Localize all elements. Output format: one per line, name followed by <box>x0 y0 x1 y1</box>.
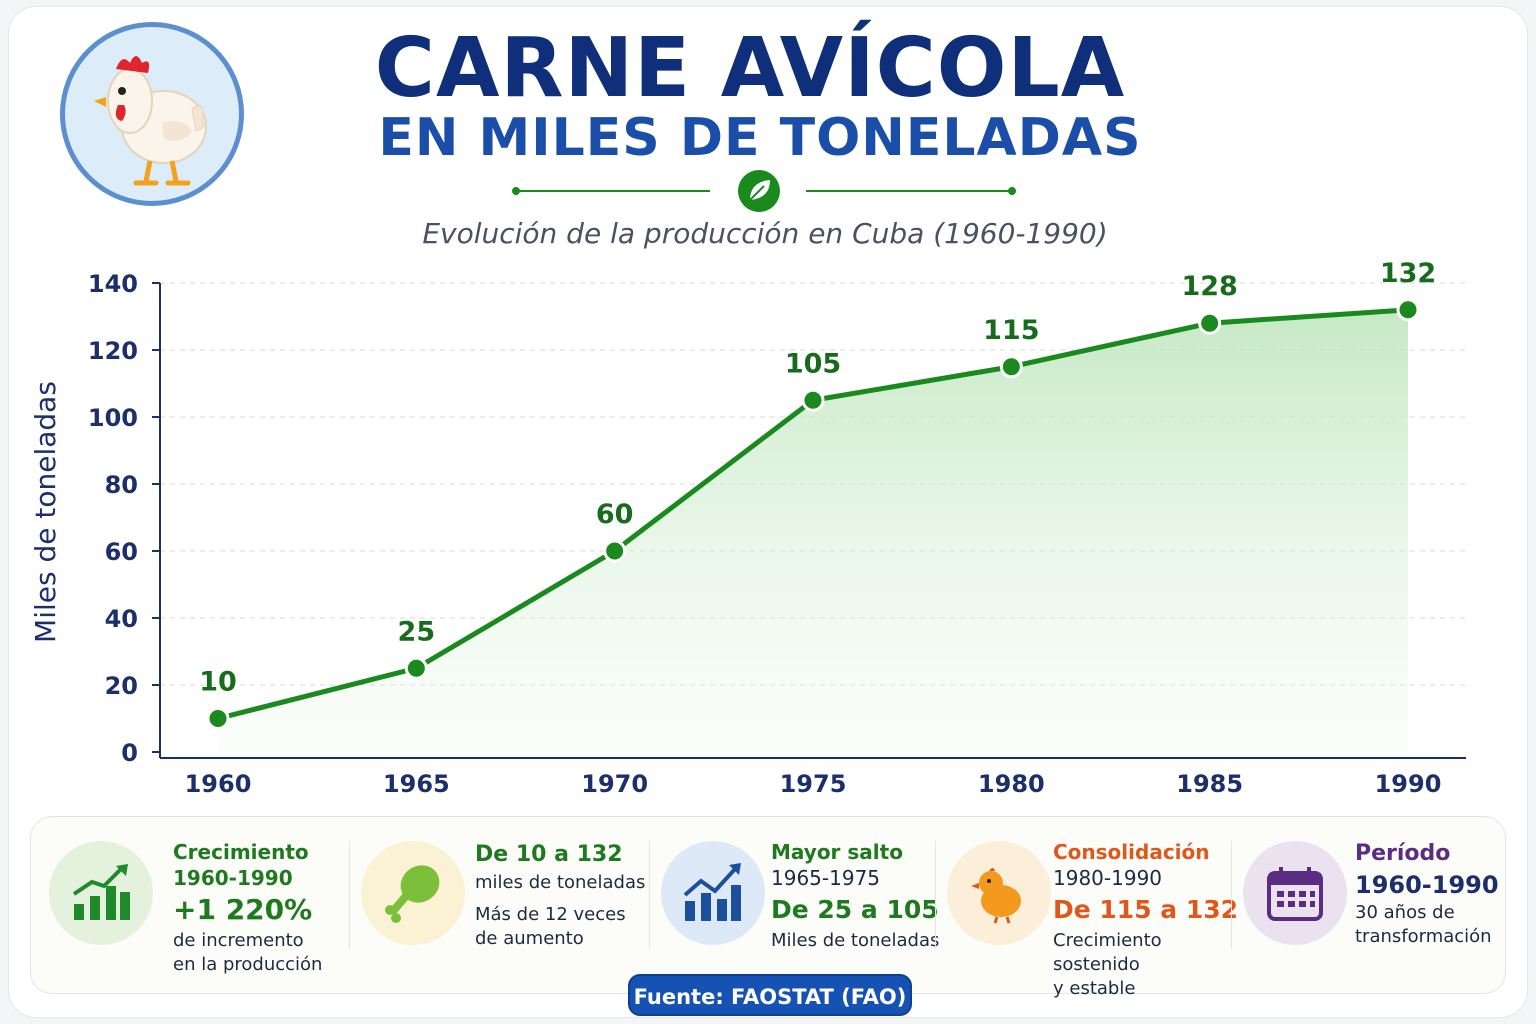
stat-growth-value: +1 220% <box>173 893 313 926</box>
trend-up-icon <box>683 863 741 921</box>
drumstick-icon <box>385 865 440 923</box>
data-label: 132 <box>1380 258 1436 289</box>
y-tick-label: 120 <box>88 337 138 365</box>
stat-period-title: Período <box>1355 841 1451 866</box>
data-point <box>404 656 428 680</box>
series-area <box>218 309 1408 752</box>
data-point <box>1198 311 1222 335</box>
stat-range-icon-circle <box>361 841 465 945</box>
stat-separator <box>349 841 350 949</box>
chick-icon <box>971 868 1021 924</box>
stat-consolidation-note-2: y estable <box>1053 978 1136 999</box>
stat-jump-note: Miles de toneladas <box>771 930 940 951</box>
stat-jump-title: Mayor salto <box>771 840 903 864</box>
stat-period-icon-circle <box>1243 841 1347 945</box>
stat-biggest-jump: Mayor salto 1965-1975 De 25 a 105 Miles … <box>661 817 951 995</box>
data-label: 60 <box>596 499 634 530</box>
stat-period-value: 1960-1990 <box>1355 871 1499 899</box>
data-label: 128 <box>1181 271 1237 302</box>
stat-jump-icon-circle <box>661 841 765 945</box>
stat-consolidation-period: 1980-1990 <box>1053 866 1163 890</box>
calendar-icon <box>1267 867 1323 921</box>
data-point <box>1396 298 1420 322</box>
y-tick-label: 140 <box>88 270 138 298</box>
stat-separator <box>1231 841 1232 949</box>
bar-chart-up-icon <box>72 864 130 920</box>
stat-growth-period: 1960-1990 <box>173 866 293 890</box>
stat-jump-period: 1965-1975 <box>771 866 881 890</box>
stat-jump-value: De 25 a 105 <box>771 895 939 924</box>
stat-range: De 10 a 132 miles de toneladas Más de 12… <box>361 817 651 995</box>
stat-range-title: De 10 a 132 <box>475 842 623 867</box>
stat-period-note-2: transformación <box>1355 926 1492 947</box>
stat-separator <box>935 841 936 949</box>
data-label: 115 <box>983 315 1039 346</box>
x-tick-label: 1980 <box>978 770 1045 798</box>
x-tick-label: 1965 <box>383 770 450 798</box>
title-divider <box>512 170 1016 212</box>
y-tick-label: 60 <box>105 538 138 566</box>
chart-description: Evolución de la producción en Cuba (1960… <box>422 217 1108 250</box>
x-tick-label: 1990 <box>1375 770 1442 798</box>
leaf-icon <box>738 170 780 212</box>
y-tick-label: 40 <box>105 605 138 633</box>
y-tick-label: 80 <box>105 471 138 499</box>
y-tick-label: 20 <box>105 672 138 700</box>
y-tick-label: 0 <box>121 739 138 767</box>
production-chart: 10 25 60 105 115 128 132 0 20 40 60 80 100 120 140 196… <box>88 258 1466 798</box>
stat-growth-title: Crecimiento <box>173 840 309 864</box>
x-tick-label: 1985 <box>1176 770 1243 798</box>
x-tick-label: 1970 <box>581 770 648 798</box>
stat-period-note-1: 30 años de <box>1355 902 1455 923</box>
stat-consolidation-value: De 115 a 132 <box>1053 895 1239 924</box>
stat-growth-note-2: en la producción <box>173 954 323 975</box>
stat-range-unit: miles de toneladas <box>475 872 646 893</box>
data-label: 105 <box>785 348 841 379</box>
stat-consolidation-title: Consolidación <box>1053 840 1210 864</box>
stat-growth-icon-circle <box>49 841 153 945</box>
data-label: 25 <box>398 616 436 647</box>
page-title: CARNE AVÍCOLA <box>374 21 1126 116</box>
stat-growth-note-1: de incremento <box>173 930 304 951</box>
stat-consolidation-note-1: Crecimiento sostenido <box>1053 930 1162 975</box>
stat-separator <box>649 841 650 949</box>
y-tick-label: 100 <box>88 404 138 432</box>
page-subtitle: EN MILES DE TONELADAS <box>378 108 1142 168</box>
stat-consolidation-icon-circle <box>947 841 1051 945</box>
chicken-icon <box>94 56 207 186</box>
data-label: 10 <box>199 667 237 698</box>
x-tick-label: 1975 <box>780 770 847 798</box>
stat-range-note-2: de aumento <box>475 928 584 949</box>
source-badge: Fuente: FAOSTAT (FAO) <box>628 974 912 1016</box>
data-point <box>206 707 230 730</box>
stat-period: Período 1960-1990 30 años de transformac… <box>1243 817 1505 995</box>
stat-consolidation: Consolidación 1980-1990 De 115 a 132 Cre… <box>947 817 1247 999</box>
stat-range-note-1: Más de 12 veces <box>475 904 626 925</box>
x-tick-label: 1960 <box>185 770 252 798</box>
data-point <box>801 388 825 412</box>
data-point <box>603 539 627 563</box>
stats-panel: Crecimiento 1960-1990 +1 220% de increme… <box>30 816 1506 999</box>
chicken-logo <box>60 22 244 206</box>
stat-growth: Crecimiento 1960-1990 +1 220% de increme… <box>49 817 349 995</box>
data-point <box>999 355 1023 379</box>
